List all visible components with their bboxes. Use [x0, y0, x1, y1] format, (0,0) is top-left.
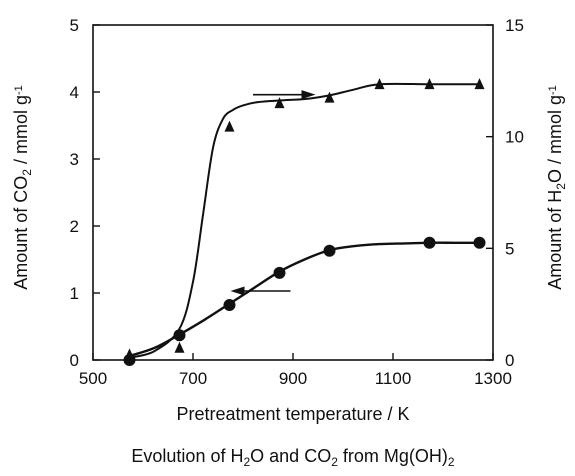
- right-y-axis-title: Amount of H2O / mmol g-1: [545, 85, 568, 290]
- x-axis: 500 700 900 1100 1300: [79, 353, 512, 388]
- arrow-to-right-axis: [253, 90, 316, 100]
- y-left-tick-label: 3: [70, 150, 79, 169]
- x-tick-label: 700: [179, 369, 207, 388]
- plot-frame: [92, 24, 494, 361]
- x-tick-label: 1300: [474, 369, 512, 388]
- x-axis-title: Pretreatment temperature / K: [176, 404, 409, 424]
- left-y-axis-title: Amount of CO2 / mmol g-1: [11, 85, 34, 290]
- right-y-axis: 0 5 10 15: [486, 16, 524, 370]
- y-right-tick-label: 10: [505, 128, 524, 147]
- co2-point: [423, 236, 436, 249]
- y-left-tick-label: 4: [70, 83, 79, 102]
- y-right-tick-label: 5: [505, 239, 514, 258]
- h2o-point: [474, 78, 485, 90]
- y-right-tick-label: 15: [505, 16, 524, 35]
- y-left-tick-label: 1: [70, 284, 79, 303]
- co2-point: [323, 244, 336, 257]
- left-y-axis: 0 1 2 3 4 5: [70, 16, 100, 370]
- h2o-point: [324, 91, 335, 103]
- h2o-point: [274, 97, 285, 109]
- co2-point: [223, 299, 236, 312]
- y-right-tick-label: 0: [505, 351, 514, 370]
- h2o-curve: [129, 82, 480, 359]
- arrow-head: [301, 90, 316, 100]
- h2o-point: [424, 78, 435, 90]
- h2o-point: [224, 120, 235, 132]
- co2-point: [473, 236, 486, 249]
- arrow-head: [230, 286, 245, 296]
- series-markers: [123, 78, 486, 366]
- plot-border: [92, 24, 494, 361]
- chart-caption: Evolution of H2O and CO2 from Mg(OH)2: [131, 446, 454, 469]
- co2-point: [173, 329, 186, 342]
- x-tick-label: 900: [279, 369, 307, 388]
- h2o-point: [174, 341, 185, 353]
- co2-curve: [129, 241, 480, 358]
- x-tick-label: 500: [79, 369, 107, 388]
- y-left-tick-label: 0: [70, 351, 79, 370]
- h2o-point: [374, 78, 385, 90]
- x-tick-label: 1100: [375, 369, 412, 388]
- co2-point: [273, 266, 286, 279]
- series-arrows: [230, 90, 316, 296]
- arrow-to-left-axis: [230, 286, 291, 296]
- y-left-tick-label: 2: [70, 217, 79, 236]
- y-left-tick-label: 5: [70, 16, 79, 35]
- h2o-point: [124, 348, 135, 360]
- series-curves: [129, 82, 480, 359]
